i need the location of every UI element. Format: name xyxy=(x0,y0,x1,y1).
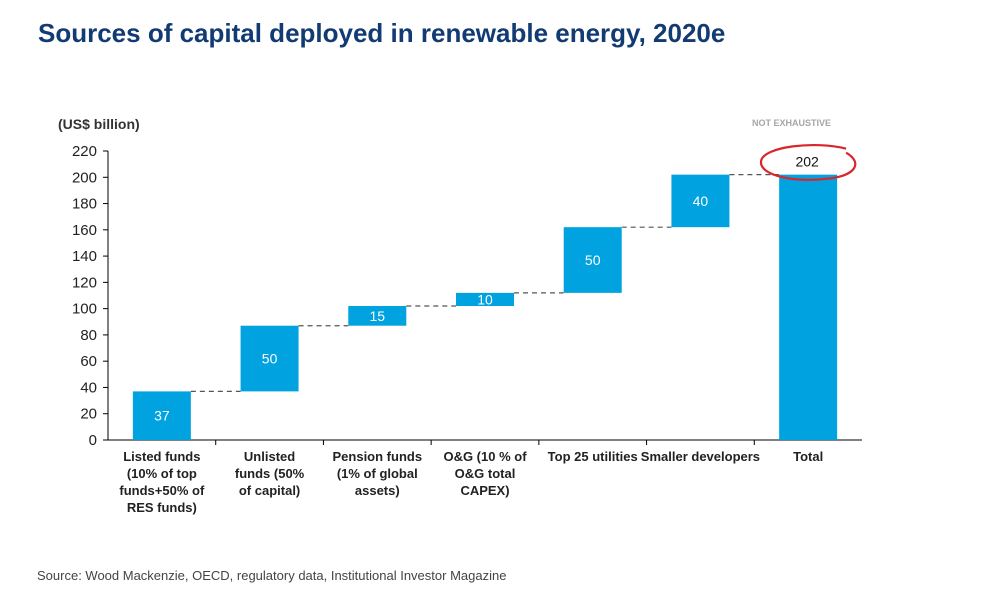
y-tick-label: 40 xyxy=(80,379,97,396)
y-tick-label: 60 xyxy=(80,353,97,370)
bars: 37 50 15 10 50 40 202 xyxy=(132,154,838,441)
x-category-label-line: (1% of global xyxy=(337,466,418,481)
x-category-label-line: assets) xyxy=(355,483,400,498)
bar xyxy=(563,227,622,293)
total-value-label: 202 xyxy=(795,154,819,170)
y-tick-label: 120 xyxy=(72,274,97,291)
x-category-label-line: RES funds) xyxy=(127,500,197,515)
bar xyxy=(456,292,514,307)
x-category-label: Pension funds (1% of global assets) xyxy=(333,449,423,498)
x-category-label-line: Top 25 utilities xyxy=(548,449,638,464)
y-tick-label: 140 xyxy=(72,248,97,265)
x-category-label-line: Listed funds xyxy=(123,449,200,464)
x-category-label-line: Pension funds xyxy=(333,449,423,464)
x-axis-labels: Listed funds (10% of top funds+50% of RES f… xyxy=(119,449,823,515)
x-category-label-line: CAPEX) xyxy=(460,483,509,498)
x-category-label: Top 25 utilities xyxy=(548,449,638,464)
y-tick-label: 220 xyxy=(72,143,97,160)
x-category-label: Listed funds (10% of top funds+50% of RES f… xyxy=(119,449,205,515)
x-category-label-line: (10% of top xyxy=(127,466,197,481)
highlight-annotation xyxy=(760,143,857,181)
x-category-label-line: of capital) xyxy=(239,483,300,498)
bar-value-label: 50 xyxy=(262,351,278,367)
x-category-label: Smaller developers xyxy=(641,449,760,464)
bar xyxy=(671,174,730,228)
bar-value-label: 37 xyxy=(154,408,170,424)
y-tick-label: 180 xyxy=(72,196,97,213)
x-category-label-line: Unlisted xyxy=(244,449,295,464)
bar-value-label: 10 xyxy=(477,291,493,307)
y-tick-label: 200 xyxy=(72,169,97,186)
source-note: Source: Wood Mackenzie, OECD, regulatory… xyxy=(37,568,507,583)
page-title: Sources of capital deployed in renewable… xyxy=(38,18,726,48)
bar xyxy=(240,325,299,392)
bar-value-label: 40 xyxy=(693,193,709,209)
x-category-label-line: Smaller developers xyxy=(641,449,760,464)
bar xyxy=(779,174,838,441)
bar xyxy=(348,306,407,326)
not-exhaustive-note: NOT EXHAUSTIVE xyxy=(752,118,831,128)
y-tick-label: 160 xyxy=(72,222,97,239)
x-category-label-line: O&G total xyxy=(455,466,516,481)
x-category-label-line: Total xyxy=(793,449,823,464)
chart-axes: 0 20 40 60 80 100 120 140 160 180 200 220 xyxy=(72,143,862,449)
x-category-label-line: funds (50% xyxy=(235,466,305,481)
waterfall-chart: (US$ billion) NOT EXHAUSTIVE 0 20 40 60 80 10… xyxy=(58,116,862,515)
bar-value-label: 15 xyxy=(369,308,385,324)
x-category-label-line: funds+50% of xyxy=(119,483,205,498)
x-category-label-line: O&G (10 % of xyxy=(443,449,527,464)
y-tick-label: 20 xyxy=(80,406,97,423)
x-category-label: O&G (10 % of O&G total CAPEX) xyxy=(443,449,527,498)
bar-value-label: 50 xyxy=(585,252,601,268)
x-category-label: Unlisted funds (50% of capital) xyxy=(235,449,305,498)
highlight-circle xyxy=(760,143,857,181)
y-tick-label: 100 xyxy=(72,301,97,318)
y-tick-label: 0 xyxy=(89,432,97,449)
x-category-label: Total xyxy=(793,449,823,464)
y-axis-unit-label: (US$ billion) xyxy=(58,116,140,132)
y-tick-label: 80 xyxy=(80,327,97,344)
bar xyxy=(132,391,191,440)
